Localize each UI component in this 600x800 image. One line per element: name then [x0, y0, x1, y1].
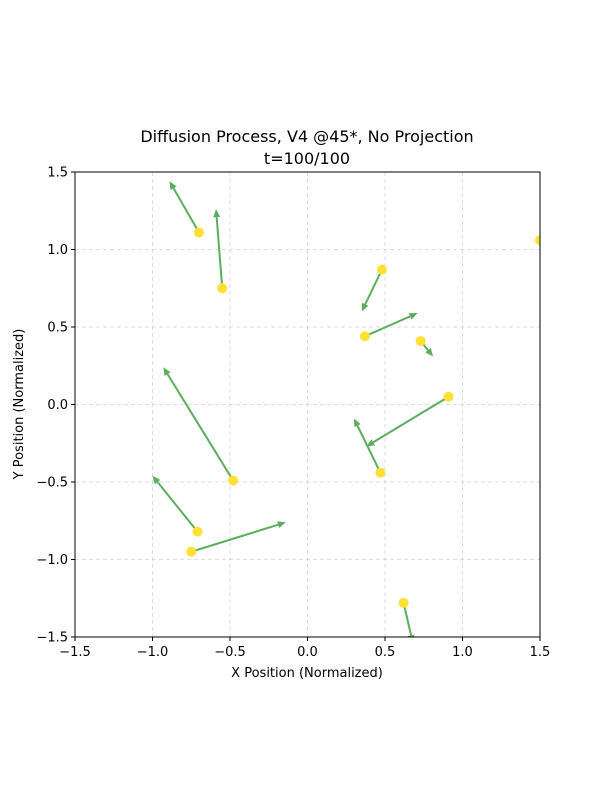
x-tick-label: 0.0 — [297, 645, 318, 660]
arrow-shaft — [364, 269, 383, 305]
data-point — [443, 391, 454, 402]
arrow-head — [277, 521, 286, 529]
arrow-shaft — [172, 187, 200, 233]
arrow-head — [354, 418, 361, 428]
data-point — [217, 283, 228, 294]
chart-title: Diffusion Process, V4 @45*, No Projectio… — [140, 127, 473, 146]
x-tick-label: 0.5 — [375, 645, 396, 660]
arrow-head — [213, 209, 221, 218]
arrow-shaft — [190, 523, 279, 553]
y-tick-label: 1.0 — [47, 243, 68, 258]
grid — [74, 171, 541, 638]
y-tick-label: 1.5 — [47, 166, 68, 181]
y-tick-label: −1.0 — [36, 553, 68, 568]
arrow-head — [361, 302, 369, 312]
chart-subtitle: t=100/100 — [264, 149, 350, 168]
x-tick-label: −0.5 — [214, 645, 246, 660]
arrow-shaft — [402, 602, 413, 636]
arrow-shaft — [372, 395, 450, 444]
arrow-shaft — [364, 315, 411, 338]
y-tick-label: −0.5 — [36, 476, 68, 491]
ticks: −1.5 −1.0 −0.5 0.0 0.5 1.0 1.5 −1.5 −1.0 −0.5 0.0 0… — [36, 166, 550, 661]
arrow-shaft — [356, 425, 382, 474]
data-point — [415, 335, 426, 346]
arrow-head — [366, 439, 376, 447]
data-point — [375, 467, 386, 478]
data-point — [186, 546, 197, 557]
points — [186, 227, 540, 608]
y-tick-label: 0.5 — [47, 321, 68, 336]
arrow-shaft — [215, 217, 224, 289]
x-tick-label: 1.5 — [530, 645, 551, 660]
data-point — [398, 597, 409, 608]
arrow-head — [407, 634, 415, 637]
y-tick-label: 0.0 — [47, 398, 68, 413]
arrow-head — [163, 367, 171, 376]
data-point — [535, 235, 540, 246]
arrow-shaft — [156, 481, 199, 533]
arrows — [152, 181, 450, 637]
y-axis-label: Y Position (Normalized) — [12, 329, 27, 481]
data-point — [194, 227, 204, 238]
x-tick-label: −1.0 — [137, 645, 169, 660]
arrow-head — [425, 348, 434, 357]
x-axis-label: X Position (Normalized) — [231, 666, 383, 681]
x-tick-label: −1.5 — [59, 645, 91, 660]
arrow-head — [408, 313, 418, 320]
data-point — [359, 331, 370, 342]
data-point — [228, 475, 239, 486]
data-point — [192, 526, 203, 537]
x-tick-label: 1.0 — [452, 645, 473, 660]
arrow-shaft — [166, 373, 234, 481]
data-point — [376, 264, 387, 275]
arrow-head — [152, 475, 161, 485]
arrow-head — [169, 181, 177, 190]
y-tick-label: −1.5 — [36, 631, 68, 646]
